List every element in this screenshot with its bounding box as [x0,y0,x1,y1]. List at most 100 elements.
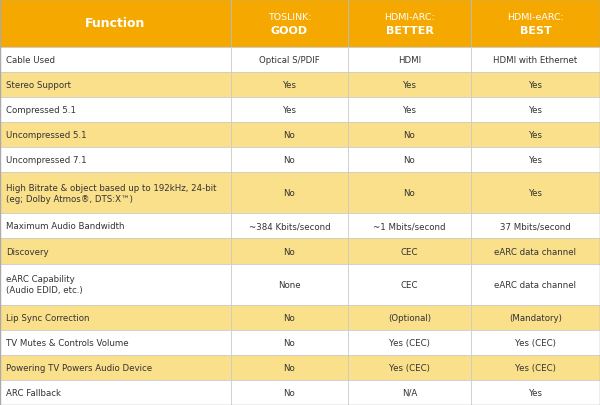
Text: Uncompressed 7.1: Uncompressed 7.1 [6,156,86,165]
Bar [231,214,348,239]
Bar [0,264,231,305]
Bar [0,330,231,355]
Bar [231,148,348,173]
Bar [231,355,348,380]
Text: Cable Used: Cable Used [6,56,55,65]
Text: Discovery: Discovery [6,247,49,256]
Text: High Bitrate & object based up to 192kHz, 24-bit
(eg; Dolby Atmos®, DTS:X™): High Bitrate & object based up to 192kHz… [6,184,217,203]
Text: Yes (CEC): Yes (CEC) [389,363,430,372]
Bar [231,264,348,305]
Bar [471,214,600,239]
Text: Maximum Audio Bandwidth: Maximum Audio Bandwidth [6,222,125,231]
Bar [471,173,600,214]
Bar [471,355,600,380]
Text: HDMI with Ethernet: HDMI with Ethernet [493,56,578,65]
Text: TV Mutes & Controls Volume: TV Mutes & Controls Volume [6,338,128,347]
Text: Powering TV Powers Audio Device: Powering TV Powers Audio Device [6,363,152,372]
Bar [0,173,231,214]
Bar [0,148,231,173]
Text: BEST: BEST [520,26,551,36]
Text: Yes: Yes [529,388,542,397]
Bar [348,380,471,405]
Bar [0,48,231,73]
Text: None: None [278,280,301,289]
Bar [231,380,348,405]
Bar [471,48,600,73]
Bar [231,123,348,148]
Bar [0,73,231,98]
Text: Stereo Support: Stereo Support [6,81,71,90]
Text: No: No [284,156,295,165]
Text: Yes: Yes [403,81,416,90]
Bar [471,73,600,98]
Bar [348,330,471,355]
Bar [348,0,471,48]
Bar [231,73,348,98]
Text: Yes (CEC): Yes (CEC) [515,363,556,372]
Text: ~1 Mbits/second: ~1 Mbits/second [373,222,446,231]
Text: GOOD: GOOD [271,26,308,36]
Bar [0,355,231,380]
Bar [471,0,600,48]
Bar [471,305,600,330]
Bar [348,264,471,305]
Bar [348,355,471,380]
Text: eARC data channel: eARC data channel [494,280,577,289]
Text: Yes: Yes [529,131,542,140]
Text: HDMI-ARC:: HDMI-ARC: [384,13,435,22]
Text: ~384 Kbits/second: ~384 Kbits/second [248,222,331,231]
Bar [348,123,471,148]
Text: CEC: CEC [401,280,418,289]
Text: Yes: Yes [529,81,542,90]
Text: No: No [404,131,415,140]
Text: BETTER: BETTER [386,26,433,36]
Text: Yes: Yes [283,81,296,90]
Bar [0,214,231,239]
Bar [231,173,348,214]
Text: (Optional): (Optional) [388,313,431,322]
Bar [471,330,600,355]
Bar [0,123,231,148]
Bar [348,173,471,214]
Text: Yes: Yes [529,156,542,165]
Bar [471,123,600,148]
Bar [231,305,348,330]
Bar [348,148,471,173]
Text: No: No [284,363,295,372]
Text: HDMI: HDMI [398,56,421,65]
Text: No: No [284,189,295,198]
Bar [471,239,600,264]
Bar [0,0,231,48]
Bar [471,98,600,123]
Text: No: No [404,189,415,198]
Text: N/A: N/A [402,388,417,397]
Text: Uncompressed 5.1: Uncompressed 5.1 [6,131,86,140]
Text: No: No [404,156,415,165]
Bar [348,239,471,264]
Bar [471,264,600,305]
Bar [231,0,348,48]
Text: eARC Capability
(Audio EDID, etc.): eARC Capability (Audio EDID, etc.) [6,275,83,294]
Text: Yes (CEC): Yes (CEC) [515,338,556,347]
Bar [348,48,471,73]
Text: CEC: CEC [401,247,418,256]
Bar [0,305,231,330]
Text: Yes: Yes [283,106,296,115]
Text: No: No [284,247,295,256]
Bar [231,48,348,73]
Text: TOSLINK:: TOSLINK: [268,13,311,22]
Bar [231,239,348,264]
Bar [348,214,471,239]
Text: HDMI-eARC:: HDMI-eARC: [507,13,564,22]
Bar [348,73,471,98]
Text: Compressed 5.1: Compressed 5.1 [6,106,76,115]
Bar [231,98,348,123]
Bar [0,239,231,264]
Text: Optical S/PDIF: Optical S/PDIF [259,56,320,65]
Bar [0,380,231,405]
Bar [348,98,471,123]
Text: Lip Sync Correction: Lip Sync Correction [6,313,89,322]
Text: Yes: Yes [529,189,542,198]
Bar [231,330,348,355]
Bar [348,305,471,330]
